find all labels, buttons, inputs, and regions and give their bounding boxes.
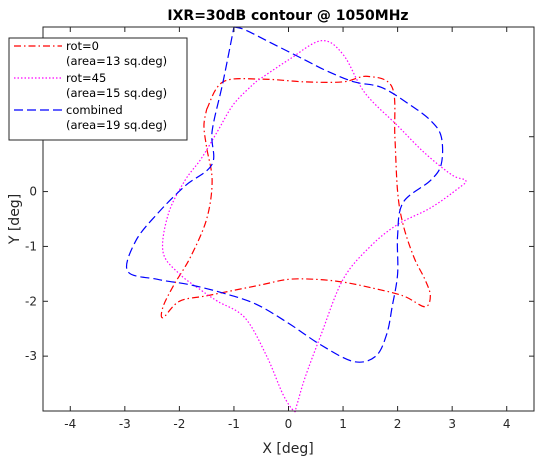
x-tick-label: 1	[339, 417, 347, 431]
series-line-2	[161, 40, 467, 413]
y-tick-label: -3	[25, 349, 37, 363]
legend-area-label-2: (area=15 sq.deg)	[66, 86, 167, 100]
x-tick-label: -4	[64, 417, 76, 431]
legend-label-1: rot=0	[66, 39, 99, 53]
series-line-1	[160, 75, 431, 319]
legend-entries: rot=0(area=13 sq.deg) rot=45(area=15 sq.d…	[14, 39, 167, 132]
x-tick-label: 3	[448, 417, 456, 431]
y-tick-label: -2	[25, 294, 37, 308]
legend-box	[8, 37, 188, 141]
x-tick-label: 4	[503, 417, 511, 431]
x-axis-label: X [deg]	[262, 441, 313, 457]
legend-area-label-3: (area=19 sq.deg)	[66, 118, 167, 132]
y-tick-label: 0	[29, 185, 37, 199]
x-tick-label: -2	[173, 417, 185, 431]
legend: rot=0(area=13 sq.deg) rot=45(area=15 sq.d…	[8, 37, 188, 141]
chart-title: IXR=30dB contour @ 1050MHz	[167, 8, 408, 24]
x-tick-label: 2	[394, 417, 402, 431]
legend-label-2: rot=45	[66, 71, 106, 85]
series-line-3	[125, 26, 444, 363]
x-tick-label: -3	[119, 417, 131, 431]
x-tick-label: 0	[285, 417, 293, 431]
y-tick-label: -1	[25, 239, 37, 253]
legend-label-3: combined	[66, 103, 123, 117]
y-axis-label: Y [deg]	[7, 194, 23, 245]
legend-area-label-1: (area=13 sq.deg)	[66, 54, 167, 68]
series-layer	[125, 26, 467, 413]
x-tick-label: -1	[228, 417, 240, 431]
